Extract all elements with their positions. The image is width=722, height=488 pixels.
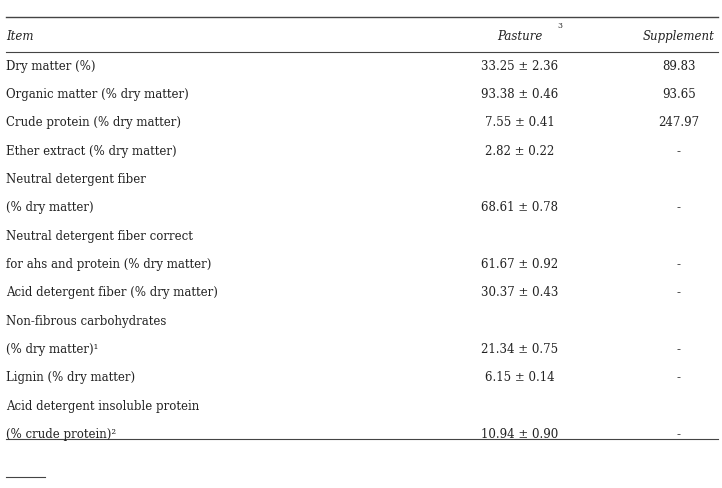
Text: Dry matter (%): Dry matter (%) [6, 60, 95, 73]
Text: Acid detergent insoluble protein: Acid detergent insoluble protein [6, 400, 199, 412]
Text: (% dry matter): (% dry matter) [6, 202, 93, 214]
Text: (% dry matter)¹: (% dry matter)¹ [6, 343, 98, 356]
Text: 7.55 ± 0.41: 7.55 ± 0.41 [485, 117, 554, 129]
Text: 61.67 ± 0.92: 61.67 ± 0.92 [482, 258, 558, 271]
Text: (% crude protein)²: (% crude protein)² [6, 428, 116, 441]
Text: Lignin (% dry matter): Lignin (% dry matter) [6, 371, 135, 384]
Text: -: - [677, 428, 681, 441]
Text: -: - [677, 343, 681, 356]
Text: 68.61 ± 0.78: 68.61 ± 0.78 [482, 202, 558, 214]
Text: 10.94 ± 0.90: 10.94 ± 0.90 [482, 428, 558, 441]
Text: 33.25 ± 2.36: 33.25 ± 2.36 [482, 60, 558, 73]
Text: -: - [677, 371, 681, 384]
Text: -: - [677, 258, 681, 271]
Text: Ether extract (% dry matter): Ether extract (% dry matter) [6, 145, 176, 158]
Text: 6.15 ± 0.14: 6.15 ± 0.14 [485, 371, 554, 384]
Text: 21.34 ± 0.75: 21.34 ± 0.75 [482, 343, 558, 356]
Text: 89.83: 89.83 [662, 60, 695, 73]
Text: 93.65: 93.65 [662, 88, 695, 101]
Text: Organic matter (% dry matter): Organic matter (% dry matter) [6, 88, 188, 101]
Text: Supplement: Supplement [643, 30, 715, 43]
Text: Neutral detergent fiber correct: Neutral detergent fiber correct [6, 230, 193, 243]
Text: -: - [677, 286, 681, 299]
Text: for ahs and protein (% dry matter): for ahs and protein (% dry matter) [6, 258, 211, 271]
Text: 3: 3 [557, 22, 562, 30]
Text: 93.38 ± 0.46: 93.38 ± 0.46 [482, 88, 558, 101]
Text: Item: Item [6, 30, 33, 43]
Text: -: - [677, 202, 681, 214]
Text: Crude protein (% dry matter): Crude protein (% dry matter) [6, 117, 180, 129]
Text: Pasture: Pasture [497, 30, 542, 43]
Text: -: - [677, 145, 681, 158]
Text: Non-fibrous carbohydrates: Non-fibrous carbohydrates [6, 315, 166, 327]
Text: Neutral detergent fiber: Neutral detergent fiber [6, 173, 146, 186]
Text: 30.37 ± 0.43: 30.37 ± 0.43 [481, 286, 559, 299]
Text: Acid detergent fiber (% dry matter): Acid detergent fiber (% dry matter) [6, 286, 217, 299]
Text: 247.97: 247.97 [658, 117, 699, 129]
Text: 2.82 ± 0.22: 2.82 ± 0.22 [485, 145, 554, 158]
